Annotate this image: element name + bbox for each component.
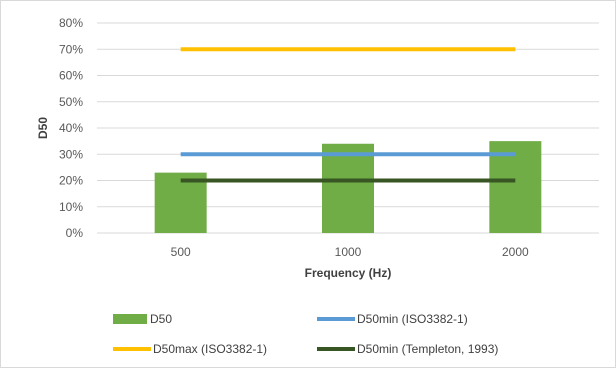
bar-d50 <box>489 141 542 233</box>
legend-label: D50max (ISO3382-1) <box>153 342 267 356</box>
x-axis-ticks: 500 1000 2000 <box>171 245 529 259</box>
legend-item: D50min (ISO3382-1) <box>317 312 468 326</box>
legend-label: D50 <box>150 312 172 326</box>
legend-item: D50 <box>113 312 172 326</box>
x-axis-title: Frequency (Hz) <box>305 266 392 280</box>
y-tick-label: 0% <box>66 226 84 240</box>
legend-item: D50max (ISO3382-1) <box>113 342 267 356</box>
bar-d50 <box>322 143 374 233</box>
legend-swatch <box>113 314 147 324</box>
y-tick-label: 50% <box>59 95 83 109</box>
y-axis-ticks: 0% 10% 20% 30% 40% 50% 60% 70% 80% <box>59 16 83 240</box>
legend-label: D50min (ISO3382-1) <box>357 312 468 326</box>
y-tick-label: 70% <box>59 42 83 56</box>
y-tick-label: 30% <box>59 147 83 161</box>
line-series <box>180 47 516 183</box>
y-axis-title: D50 <box>36 117 50 139</box>
y-tick-label: 80% <box>59 16 83 30</box>
bar-d50 <box>154 172 207 233</box>
y-tick-label: 20% <box>59 174 83 188</box>
legend-label: D50min (Templeton, 1993) <box>357 342 498 356</box>
x-tick-label: 1000 <box>335 245 362 259</box>
x-tick-label: 2000 <box>502 245 529 259</box>
legend-item: D50min (Templeton, 1993) <box>317 342 498 356</box>
x-tick-label: 500 <box>171 245 191 259</box>
y-tick-label: 40% <box>59 121 83 135</box>
bar-series <box>154 141 542 233</box>
y-tick-label: 60% <box>59 69 83 83</box>
legend: D50 D50min (ISO3382-1) D50max (ISO3382-1) D… <box>113 312 498 356</box>
y-tick-label: 10% <box>59 200 83 214</box>
